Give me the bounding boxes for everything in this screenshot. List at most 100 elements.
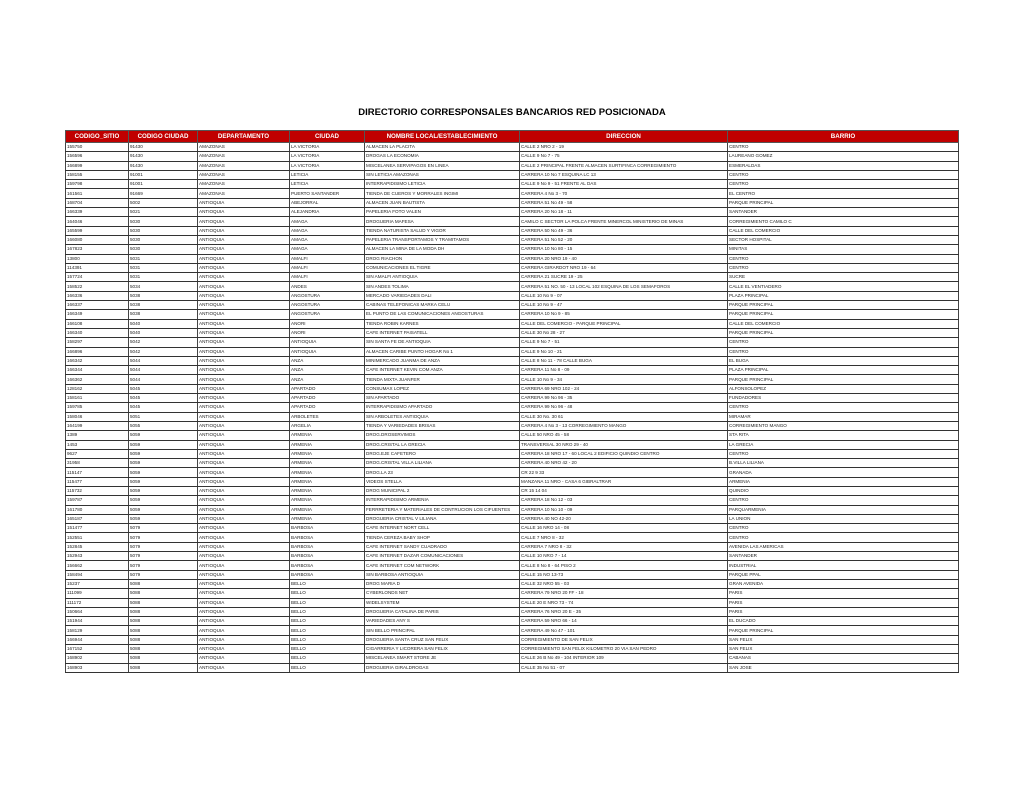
cell-ciudad: BARBOSA — [289, 560, 365, 571]
cell-codigo-ciudad: 91430 — [128, 161, 198, 171]
cell-direccion: CALLE 35 No 51 - 07 — [519, 663, 728, 673]
cell-ciudad: ALEJANDRIA — [289, 207, 365, 218]
table-row: 164199 5055 ANTIOQUIA ARGELIA TIENDA Y VARIE… — [65, 421, 959, 432]
cell-barrio: B.VILLA LILIANA — [727, 458, 959, 469]
cell-departamento: ANTIOQUIA — [197, 532, 290, 543]
cell-direccion: CARRERA 49 No 47 - 101 — [519, 625, 728, 636]
cell-ciudad: ARMENIA — [289, 430, 365, 441]
cell-nombre-local: MERCADO VARIEDADES DALI — [364, 291, 520, 302]
cell-barrio: CENTRO — [727, 142, 959, 153]
cell-codigo-sitio: 166342 — [65, 356, 129, 367]
cell-nombre-local: TIENDA CEREZA BABY SHOP — [364, 532, 520, 543]
cell-direccion: CALLE 2 PRINCIPAL FRENTE ALMACEN SURTIFI… — [519, 161, 728, 171]
cell-direccion: CALLE 30 No. 30 61 — [519, 412, 728, 422]
cell-nombre-local: INTERRAPIDISIMO APARTADO — [364, 402, 520, 413]
page-title: DIRECTORIO CORRESPONSALES BANCARIOS RED … — [358, 107, 666, 118]
cell-nombre-local: INTERRAPIDISIMO ARMENIA — [364, 495, 520, 506]
cell-codigo-ciudad: 5088 — [128, 653, 198, 664]
cell-codigo-sitio: 152551 — [65, 532, 129, 543]
cell-codigo-sitio: 166108 — [65, 319, 129, 329]
table-row: 161780 5059 ANTIOQUIA ARMENIA FERRRETERIA Y … — [65, 505, 959, 515]
cell-barrio: PLAZA PRINCIPAL — [727, 291, 959, 302]
cell-barrio: ESMERALDAS — [727, 161, 959, 171]
cell-nombre-local: ALMACEN CARIBE PUNTO HOGAR No 1 — [364, 347, 520, 357]
cell-codigo-ciudad: 5031 — [128, 272, 198, 283]
cell-barrio: PARIS — [727, 588, 959, 599]
cell-direccion: CARRERA 51 NO. 50 - 13 LOCAL 102 ESQUINA… — [519, 281, 728, 292]
cell-departamento: ANTIOQUIA — [197, 365, 290, 376]
cell-ciudad: ARMENIA — [289, 486, 365, 497]
cell-departamento: ANTIOQUIA — [197, 467, 290, 478]
cell-direccion: TRANSVERSAL 30 NRO 29 - 40 — [519, 440, 728, 450]
table-row: 152551 5079 ANTIOQUIA BARBOSA TIENDA CEREZA … — [65, 532, 959, 543]
cell-direccion: CALLE 9 No 9 - 51 FRENTE AL DAS — [519, 179, 728, 190]
cell-ciudad: ARMENIA — [289, 449, 365, 460]
cell-ciudad: ANGOSTURA — [289, 300, 365, 311]
cell-ciudad: BARBOSA — [289, 570, 365, 580]
cell-barrio: STA RITA — [727, 430, 959, 441]
table-row: 151477 5079 ANTIOQUIA BARBOSA CAFE INTERNET … — [65, 523, 959, 534]
table-row: 166944 5088 ANTIOQUIA BELLO DROGUERIA SANTA … — [65, 635, 959, 646]
table-row: 15237 5088 ANTIOQUIA BELLO DROG MARIA D CALLE… — [65, 579, 959, 590]
cell-codigo-ciudad: 5038 — [128, 291, 198, 302]
cell-codigo-sitio: 161780 — [65, 505, 129, 515]
table-row: 115477 5059 ANTIOQUIA ARMENIA VIDEOS STELLA M… — [65, 477, 959, 488]
table-row: 114391 5031 ANTIOQUIA AMALFI COMUNICACIONES … — [65, 263, 959, 274]
cell-codigo-ciudad: 5059 — [128, 495, 198, 506]
cell-direccion: CARRERA 76 NRO 20 E - 35 — [519, 607, 728, 618]
cell-direccion: CALLE 8 No 8 - 64 PISO 2 — [519, 560, 728, 571]
cell-codigo-sitio: 150664 — [65, 607, 129, 618]
cell-ciudad: ARMENIA — [289, 467, 365, 478]
cell-nombre-local: SIN BELLO PRINCIPAL — [364, 625, 520, 636]
cell-nombre-local: EL PUNTO DE LAS COMUNICACIONES ANGOSTURA… — [364, 309, 520, 320]
table-row: 115147 5059 ANTIOQUIA ARMENIA DROG.LA 23 CR 2… — [65, 467, 959, 478]
cell-ciudad: PUERTO SANTANDER — [289, 188, 365, 199]
cell-codigo-ciudad: 5059 — [128, 486, 198, 497]
cell-nombre-local: SIN BARBOSA ANTIOQUIA — [364, 570, 520, 580]
cell-departamento: ANTIOQUIA — [197, 207, 290, 218]
table-row: 167823 5030 ANTIOQUIA AMAGA ALMACEN LA MINA … — [65, 244, 959, 255]
cell-barrio: CABANAS — [727, 653, 959, 664]
cell-barrio: SAN FELIX — [727, 635, 959, 646]
cell-codigo-sitio: 151944 — [65, 616, 129, 627]
table-row: 166336 5038 ANTIOQUIA ANGOSTURA MERCADO VARI… — [65, 291, 959, 302]
cell-departamento: ANTIOQUIA — [197, 235, 290, 246]
cell-codigo-sitio: 156596 — [65, 151, 129, 162]
cell-barrio: PARQUE PRINCIPAL — [727, 374, 959, 385]
cell-codigo-ciudad: 5079 — [128, 551, 198, 562]
cell-direccion: CARRERA 7 NRO 8 - 32 — [519, 542, 728, 553]
table-row: 167152 5088 ANTIOQUIA BELLO CIGARRERIA Y LIC… — [65, 644, 959, 655]
cell-direccion: CALLE 16 NRO 14 - 08 — [519, 523, 728, 534]
cell-barrio: MINITAS — [727, 244, 959, 255]
table-row: 111099 5088 ANTIOQUIA BELLO CYBERLONDS NET CA… — [65, 588, 959, 599]
cell-departamento: ANTIOQUIA — [197, 291, 290, 302]
cell-departamento: ANTIOQUIA — [197, 644, 290, 655]
table-row: 115732 5059 ANTIOQUIA ARMENIA DROG MUNICIPAL… — [65, 486, 959, 497]
cell-codigo-sitio: 111099 — [65, 588, 129, 599]
cell-departamento: ANTIOQUIA — [197, 542, 290, 553]
cell-codigo-ciudad: 5034 — [128, 281, 198, 292]
cell-direccion: CARRERA 69 NRO 102 - 24 — [519, 384, 728, 395]
cell-departamento: AMAZONAS — [197, 188, 290, 199]
cell-ciudad: BELLO — [289, 607, 365, 618]
cell-nombre-local: DROGAS LA ECONOMIA — [364, 151, 520, 162]
cell-codigo-ciudad: 5059 — [128, 505, 198, 515]
cell-ciudad: BELLO — [289, 625, 365, 636]
cell-ciudad: BELLO — [289, 644, 365, 655]
cell-barrio: FUNDADORES — [727, 393, 959, 404]
cell-nombre-local: SIN APARTADO — [364, 393, 520, 404]
cell-codigo-sitio: 159785 — [65, 402, 129, 413]
cell-departamento: ANTIOQUIA — [197, 514, 290, 525]
cell-barrio: ARMENIA — [727, 477, 959, 488]
cell-barrio: PARQUE PRINCIPAL — [727, 300, 959, 311]
table-row: 158129 5088 ANTIOQUIA BELLO SIN BELLO PRINCI… — [65, 625, 959, 636]
cell-nombre-local: DROG.EJE CAFETERO — [364, 449, 520, 460]
cell-departamento: ANTIOQUIA — [197, 337, 290, 348]
cell-nombre-local: DROG RIACHON — [364, 254, 520, 264]
table-row: 1389 5059 ANTIOQUIA ARMENIA DROG.DROSERVIMOS… — [65, 430, 959, 441]
cell-ciudad: LA VICTORIA — [289, 142, 365, 153]
cell-codigo-sitio: 158522 — [65, 281, 129, 292]
cell-nombre-local: FERRRETERIA Y MATERIALES DE CONTRUCION L… — [364, 505, 520, 515]
cell-direccion: CARRERA 40 NRO 42 - 20 — [519, 458, 728, 469]
cell-codigo-sitio: 15237 — [65, 579, 129, 590]
